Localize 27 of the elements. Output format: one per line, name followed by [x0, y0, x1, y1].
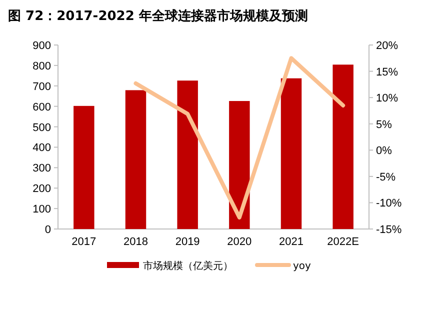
- y-tick: 200: [32, 183, 51, 196]
- legend-label: 市场规模（亿美元）: [143, 260, 233, 272]
- y-tick: 0: [44, 224, 51, 236]
- y2-tick: 5%: [376, 118, 392, 131]
- y-tick: 700: [32, 80, 51, 93]
- legend-label: yoy: [293, 261, 312, 272]
- y-tick: 400: [32, 142, 51, 154]
- x-tick: 2020: [227, 236, 252, 248]
- y-tick: 900: [32, 40, 51, 52]
- y-tick: 500: [32, 122, 51, 134]
- y2-tick: -15%: [376, 224, 402, 236]
- y2-tick: 0%: [376, 145, 392, 158]
- y-tick: 600: [32, 101, 51, 114]
- y-tick: 300: [32, 162, 51, 175]
- y-tick: 800: [32, 60, 51, 72]
- y2-tick: -10%: [376, 198, 402, 210]
- title: 图 72：2017-2022 年全球连接器市场规模及预测: [8, 9, 308, 24]
- x-tick: 2018: [124, 236, 148, 248]
- x-tick: 2022E: [327, 236, 359, 248]
- x-tick: 2017: [72, 236, 96, 248]
- y2-tick: -5%: [376, 171, 396, 184]
- y2-tick: 10%: [376, 92, 398, 105]
- y-tick: 100: [32, 204, 51, 216]
- y2-tick: 15%: [376, 66, 398, 78]
- x-tick: 2021: [279, 236, 304, 248]
- x-tick: 2019: [175, 236, 200, 248]
- y2-tick: 20%: [376, 40, 398, 52]
